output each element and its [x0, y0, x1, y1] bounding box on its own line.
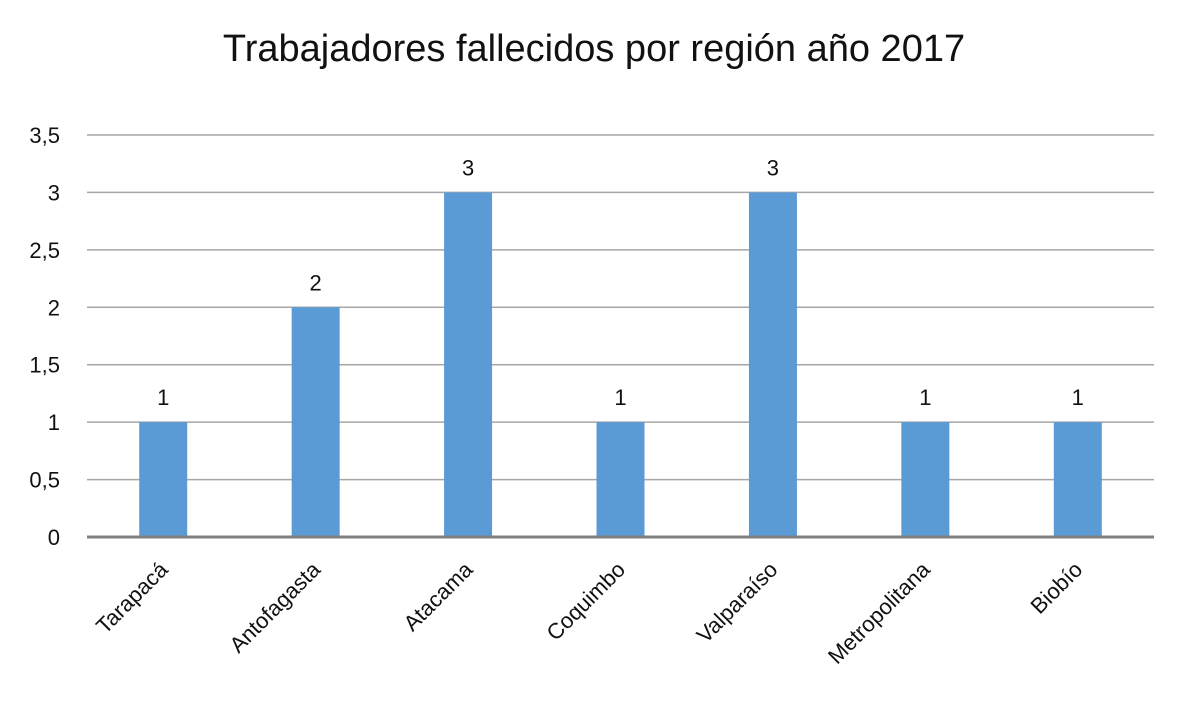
bar — [1053, 422, 1102, 537]
x-tick-label: Valparaíso — [692, 557, 783, 648]
data-label: 1 — [614, 385, 626, 410]
bar — [444, 192, 493, 537]
y-tick-label: 2 — [48, 295, 60, 320]
y-tick-label: 3,5 — [29, 123, 60, 148]
data-label: 1 — [1072, 385, 1084, 410]
x-tick-label: Biobío — [1026, 557, 1088, 619]
x-tick-label: Metropolitana — [823, 556, 935, 668]
y-tick-label: 3 — [48, 180, 60, 205]
data-label: 3 — [767, 155, 779, 180]
data-label: 3 — [462, 155, 474, 180]
y-tick-label: 0 — [48, 525, 60, 550]
bar — [901, 422, 950, 537]
x-tick-label: Tarapacá — [91, 556, 173, 638]
data-label: 1 — [157, 385, 169, 410]
x-tick-label: Antofagasta — [224, 556, 325, 657]
y-tick-label: 2,5 — [29, 238, 60, 263]
x-tick-label: Atacama — [399, 556, 479, 636]
y-tick-label: 0,5 — [29, 468, 60, 493]
bar — [291, 307, 340, 537]
y-tick-label: 1,5 — [29, 353, 60, 378]
bar — [748, 192, 797, 537]
bar — [139, 422, 188, 537]
chart-title: Trabajadores fallecidos por región año 2… — [222, 28, 966, 70]
x-tick-label: Coquimbo — [541, 557, 630, 646]
data-label: 2 — [310, 270, 322, 295]
bar — [596, 422, 645, 537]
y-tick-label: 1 — [48, 410, 60, 435]
data-label: 1 — [919, 385, 931, 410]
